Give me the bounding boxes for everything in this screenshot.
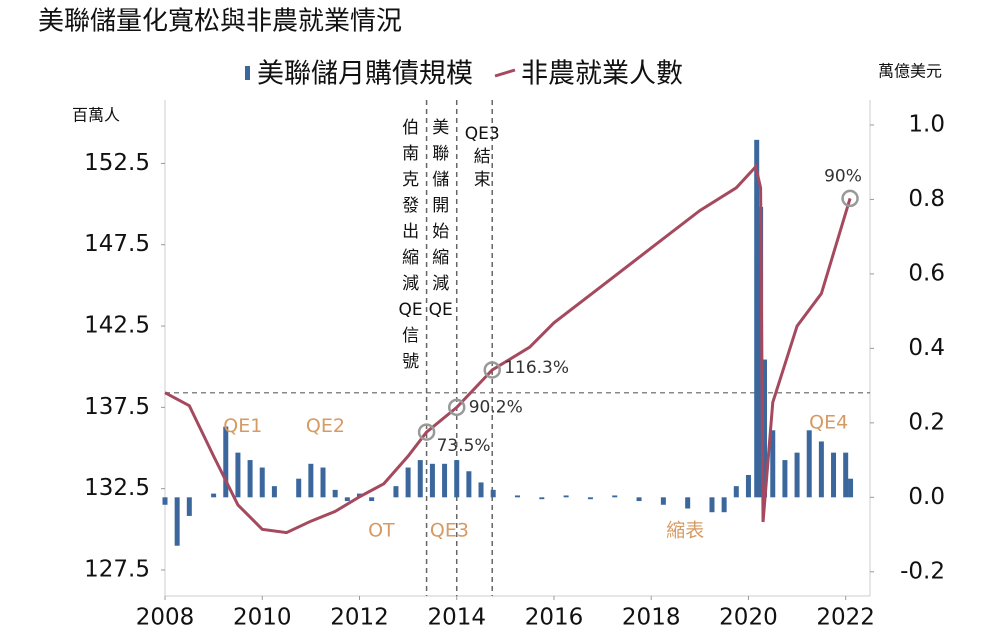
bar [466, 471, 472, 498]
y-tick-label: 152.5 [84, 150, 150, 176]
y-tick-label: 132.5 [84, 475, 150, 501]
y-axis-label: 百萬人 [72, 106, 120, 125]
bar [733, 486, 739, 498]
legend-label: 非農就業人數 [521, 59, 683, 90]
y2-tick-label: 0.0 [908, 484, 945, 510]
x-tick-label: 2014 [427, 605, 486, 631]
bar [344, 497, 350, 502]
bar [417, 460, 423, 498]
y2-tick-label: 0.8 [908, 186, 945, 212]
bar [442, 463, 448, 498]
x-tick-label: 2012 [330, 605, 389, 631]
phase-label: QE4 [809, 411, 848, 433]
bar [162, 497, 168, 505]
bar [515, 495, 520, 498]
bar [539, 497, 545, 500]
event-label: QE3 結束 [465, 124, 500, 190]
bar [848, 478, 854, 498]
y-tick-label: 142.5 [84, 313, 150, 339]
bar [794, 452, 800, 498]
y2-tick-label: 1.0 [908, 111, 945, 137]
x-tick-label: 2020 [719, 605, 778, 631]
bar [478, 482, 484, 498]
bar [271, 486, 277, 498]
highlight-label: 73.5% [437, 436, 491, 456]
x-tick-label: 2016 [525, 605, 584, 631]
bar [721, 497, 727, 513]
event-label: 伯南克發出縮減 QE 信號 [399, 118, 423, 372]
phase-label: OT [368, 519, 395, 541]
bar [211, 493, 217, 498]
chart-title: 美聯儲量化寬松與非農就業情況 [38, 7, 402, 37]
bar [186, 497, 192, 516]
line [164, 163, 852, 535]
phase-label: QE2 [306, 415, 345, 437]
bar [490, 489, 496, 498]
legend-label: 美聯儲月購債規模 [257, 59, 473, 90]
bar [393, 486, 399, 498]
phase-label: 縮表 [666, 519, 704, 541]
event-label: 美聯儲開始縮減 QE [429, 118, 453, 320]
legend-swatch [245, 66, 250, 80]
highlight-marker [417, 423, 436, 441]
bar [761, 359, 767, 498]
bar [223, 426, 229, 498]
bar [770, 430, 776, 498]
bar [636, 497, 642, 502]
y2-tick-label: -0.2 [900, 558, 945, 584]
bar [563, 495, 569, 498]
highlight-label: 116.3% [504, 358, 569, 378]
highlight-marker [483, 361, 501, 379]
highlight-marker [447, 398, 466, 417]
bar [685, 497, 691, 509]
x-tick-label: 2008 [136, 605, 195, 631]
y-tick-label: 147.5 [84, 231, 150, 257]
highlight-marker [841, 189, 859, 208]
bar [806, 430, 812, 498]
phase-label: QE1 [223, 415, 262, 437]
y-tick-label: 127.5 [84, 556, 150, 582]
y2-tick-label: 0.4 [908, 335, 945, 361]
bar [831, 452, 837, 498]
bar [296, 478, 302, 498]
y2-tick-label: 0.2 [908, 409, 945, 435]
bar [587, 497, 593, 500]
bar [247, 460, 253, 498]
y2-axis-label: 萬億美元 [878, 62, 942, 81]
legend-swatch [494, 68, 516, 78]
bar [782, 460, 788, 498]
bar [843, 452, 849, 498]
bar [745, 474, 751, 498]
bar [308, 463, 314, 498]
phase-label: QE3 [430, 519, 469, 541]
bar [320, 467, 326, 498]
bar [235, 452, 241, 498]
bar [754, 139, 760, 498]
bar [332, 489, 338, 498]
bar [818, 441, 824, 498]
bar [174, 497, 180, 546]
x-tick-label: 2010 [233, 605, 292, 631]
x-tick-label: 2018 [622, 605, 681, 631]
highlight-label: 90.2% [469, 397, 523, 417]
bar [369, 497, 375, 502]
y2-tick-label: 0.6 [908, 260, 945, 286]
bar [660, 497, 666, 505]
bar [454, 460, 460, 498]
y-tick-label: 137.5 [84, 394, 150, 420]
bar [405, 467, 411, 498]
bar [709, 497, 715, 513]
bar [429, 463, 435, 498]
bar [612, 495, 618, 498]
bar [259, 467, 265, 498]
x-tick-label: 2022 [816, 605, 875, 631]
highlight-label: 90% [824, 166, 862, 186]
